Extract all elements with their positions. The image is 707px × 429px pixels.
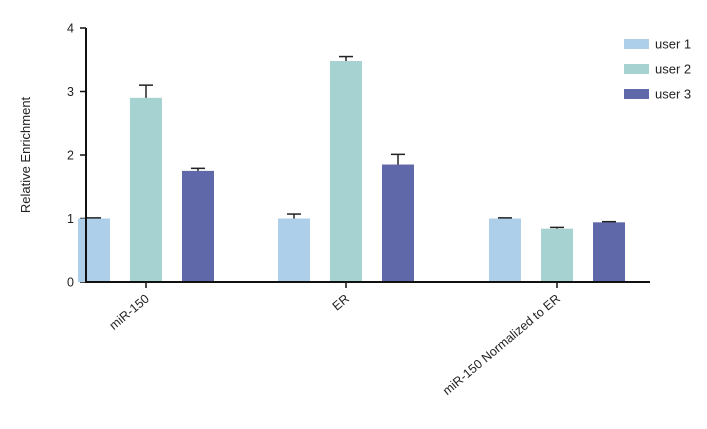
x-tick-label: ER [330,292,352,314]
bar [541,228,573,282]
bar [593,222,625,282]
x-axis-labels: miR-150 ER miR-150 Normalized to ER [107,292,563,398]
bar [78,218,110,282]
y-tick-label: 4 [67,22,74,36]
legend-swatch [624,39,649,49]
legend: user 1 user 2 user 3 [624,37,691,102]
y-tick-label: 2 [67,149,74,163]
legend-label: user 1 [655,37,691,52]
bar [489,218,521,282]
legend-swatch [624,64,649,74]
bar [130,97,162,282]
x-tick-label: miR-150 Normalized to ER [440,292,563,398]
bars-group [78,55,625,288]
y-tick-label: 3 [67,85,74,99]
legend-label: user 3 [655,87,691,102]
y-tick-label: 1 [67,212,74,226]
legend-swatch [624,89,649,99]
bar [382,164,414,282]
axes [85,28,650,283]
bar [330,61,362,282]
bar [278,218,310,282]
bar [182,170,214,282]
x-tick-label: miR-150 [107,292,152,333]
y-axis-title: Relative Enrichment [18,96,33,213]
y-tick-label: 0 [67,276,74,290]
legend-label: user 2 [655,62,691,77]
